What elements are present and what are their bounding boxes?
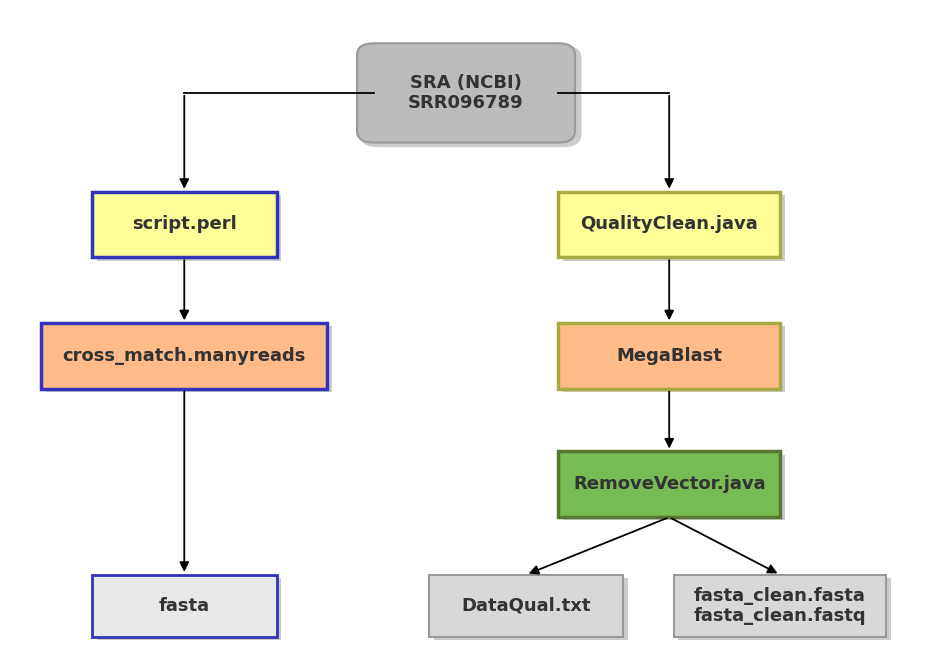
FancyBboxPatch shape	[558, 323, 780, 389]
FancyBboxPatch shape	[678, 578, 891, 641]
FancyBboxPatch shape	[360, 45, 582, 147]
FancyBboxPatch shape	[563, 326, 785, 392]
Text: fasta: fasta	[158, 597, 210, 615]
FancyBboxPatch shape	[433, 578, 627, 641]
FancyBboxPatch shape	[41, 323, 327, 389]
Text: QualityClean.java: QualityClean.java	[581, 216, 758, 234]
FancyBboxPatch shape	[563, 455, 785, 520]
FancyBboxPatch shape	[429, 575, 623, 637]
Text: DataQual.txt: DataQual.txt	[461, 597, 591, 615]
FancyBboxPatch shape	[558, 192, 780, 257]
Text: SRA (NCBI)
SRR096789: SRA (NCBI) SRR096789	[408, 73, 524, 113]
FancyBboxPatch shape	[92, 575, 277, 637]
Text: cross_match.manyreads: cross_match.manyreads	[62, 347, 306, 365]
FancyBboxPatch shape	[357, 43, 575, 143]
FancyBboxPatch shape	[97, 195, 281, 260]
Text: fasta_clean.fasta
fasta_clean.fastq: fasta_clean.fasta fasta_clean.fastq	[693, 587, 867, 625]
Text: MegaBlast: MegaBlast	[616, 347, 722, 365]
FancyBboxPatch shape	[97, 578, 281, 641]
FancyBboxPatch shape	[674, 575, 886, 637]
FancyBboxPatch shape	[92, 192, 277, 257]
Text: RemoveVector.java: RemoveVector.java	[573, 476, 765, 494]
Text: script.perl: script.perl	[132, 216, 237, 234]
FancyBboxPatch shape	[46, 326, 332, 392]
FancyBboxPatch shape	[558, 452, 780, 517]
FancyBboxPatch shape	[563, 195, 785, 260]
